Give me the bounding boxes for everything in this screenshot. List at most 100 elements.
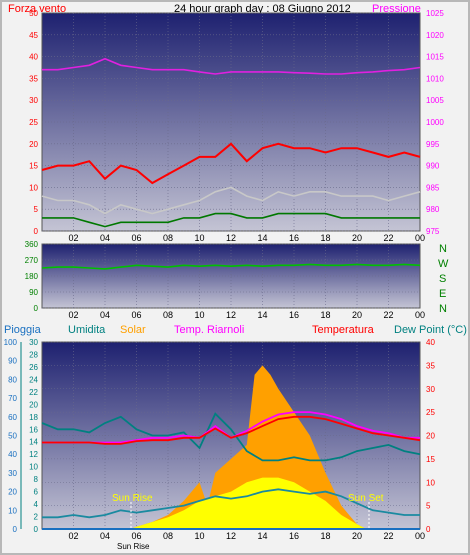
x-tick-label: 22 <box>383 233 393 243</box>
y-tick-label-rain: 20 <box>8 488 17 497</box>
y-tick-label-humidity: 24 <box>29 375 38 384</box>
x-tick-label: 08 <box>163 310 173 320</box>
y-tick-label-wind: 5 <box>34 205 39 214</box>
y-tick-label-pressure: 1005 <box>426 96 444 105</box>
wind-strength-label: Forza vento <box>8 3 66 15</box>
y-tick-label-humidity: 18 <box>29 413 38 422</box>
y-tick-label-direction: 360 <box>25 240 39 249</box>
x-tick-label: 00 <box>415 310 425 320</box>
x-tick-label: 12 <box>226 531 236 541</box>
y-tick-label-temperature: 35 <box>426 361 435 370</box>
x-tick-label: 16 <box>289 531 299 541</box>
y-tick-label-wind: 10 <box>29 183 38 192</box>
series-wind-dir <box>41 263 421 270</box>
y-tick-label-pressure: 1025 <box>426 9 444 18</box>
series-solar <box>130 365 367 529</box>
x-tick-label: 02 <box>68 531 78 541</box>
x-tick-label: 12 <box>226 310 236 320</box>
y-tick-label-temperature: 10 <box>426 478 435 487</box>
y-tick-label-pressure: 975 <box>426 227 440 236</box>
y-tick-label-humidity: 16 <box>29 425 38 434</box>
y-tick-label-rain: 70 <box>8 394 17 403</box>
x-tick-label: 00 <box>415 531 425 541</box>
x-tick-label: 16 <box>289 310 299 320</box>
x-tick-label: 18 <box>320 310 330 320</box>
y-tick-label-direction: 0 <box>34 304 39 313</box>
x-tick-label: 10 <box>194 310 204 320</box>
y-tick-label-rain: 60 <box>8 413 17 422</box>
y-tick-label-wind: 50 <box>29 9 38 18</box>
series-wind-avg <box>41 186 421 215</box>
x-tick-label: 02 <box>68 233 78 243</box>
y-tick-label-pressure: 995 <box>426 140 440 149</box>
x-tick-label: 10 <box>194 531 204 541</box>
y-tick-label-rain: 0 <box>13 525 18 534</box>
y-tick-label-rain: 40 <box>8 450 17 459</box>
y-tick-label-humidity: 6 <box>34 488 39 497</box>
x-tick-label: 04 <box>100 531 110 541</box>
x-tick-label: 00 <box>415 233 425 243</box>
series-wind-gust <box>41 142 421 185</box>
compass-label-n-bottom: N <box>439 303 447 315</box>
y-tick-label-humidity: 2 <box>34 513 39 522</box>
y-tick-label-temperature: 15 <box>426 455 435 464</box>
y-tick-label-humidity: 14 <box>29 438 38 447</box>
sun-set-label: Sun Set <box>348 493 384 504</box>
y-tick-label-wind: 45 <box>29 31 38 40</box>
y-tick-label-pressure: 990 <box>426 162 440 171</box>
x-tick-label: 20 <box>352 531 362 541</box>
y-tick-label-rain: 10 <box>8 506 17 515</box>
compass-label-e: E <box>439 288 446 300</box>
legend-temperatura: Temperatura <box>312 324 375 336</box>
y-tick-label-humidity: 10 <box>29 463 38 472</box>
y-tick-label-direction: 270 <box>25 256 39 265</box>
x-tick-label: 08 <box>163 531 173 541</box>
x-tick-label: 10 <box>194 233 204 243</box>
y-tick-label-pressure: 985 <box>426 183 440 192</box>
x-tick-label: 08 <box>163 233 173 243</box>
y-tick-label-pressure: 1000 <box>426 118 444 127</box>
graph-title: 24 hour graph day : 08 Giugno 2012 <box>174 3 351 15</box>
sun-rise-axis-label: Sun Rise <box>117 542 150 551</box>
y-tick-label-rain: 90 <box>8 357 17 366</box>
x-tick-label: 04 <box>100 233 110 243</box>
x-tick-label: 20 <box>352 233 362 243</box>
y-tick-label-temperature: 20 <box>426 432 435 441</box>
y-tick-label-temperature: 5 <box>426 502 431 511</box>
x-tick-label: 12 <box>226 233 236 243</box>
y-tick-label-humidity: 28 <box>29 350 38 359</box>
x-tick-label: 14 <box>257 233 267 243</box>
x-tick-label: 14 <box>257 310 267 320</box>
y-tick-label-humidity: 12 <box>29 450 38 459</box>
y-tick-label-rain: 80 <box>8 375 17 384</box>
y-tick-label-pressure: 1015 <box>426 53 444 62</box>
x-tick-label: 14 <box>257 531 267 541</box>
x-tick-label: 22 <box>383 531 393 541</box>
legend-solar: Solar <box>120 324 146 336</box>
y-tick-label-wind: 40 <box>29 53 38 62</box>
y-tick-label-direction: 180 <box>25 272 39 281</box>
x-tick-label: 18 <box>320 531 330 541</box>
y-tick-label-humidity: 22 <box>29 388 38 397</box>
y-tick-label-wind: 35 <box>29 74 38 83</box>
y-tick-label-pressure: 980 <box>426 205 440 214</box>
x-tick-label: 22 <box>383 310 393 320</box>
series-wind-low <box>42 212 420 228</box>
y-tick-label-humidity: 30 <box>29 338 38 347</box>
pressure-label: Pressione <box>372 3 421 15</box>
x-tick-label: 04 <box>100 310 110 320</box>
x-tick-label: 06 <box>131 531 141 541</box>
y-tick-label-direction: 90 <box>29 288 38 297</box>
sun-rise-label: Sun Rise <box>112 493 153 504</box>
x-tick-label: 02 <box>68 310 78 320</box>
y-tick-label-wind: 30 <box>29 96 38 105</box>
x-tick-label: 06 <box>131 233 141 243</box>
compass-label-n-top: N <box>439 243 447 255</box>
x-tick-label: 06 <box>131 310 141 320</box>
legend-dew-point: Dew Point (°C) <box>394 324 467 336</box>
legend-temp-riarnoli: Temp. Riarnoli <box>174 324 244 336</box>
y-tick-label-wind: 0 <box>34 227 39 236</box>
y-tick-label-wind: 15 <box>29 162 38 171</box>
